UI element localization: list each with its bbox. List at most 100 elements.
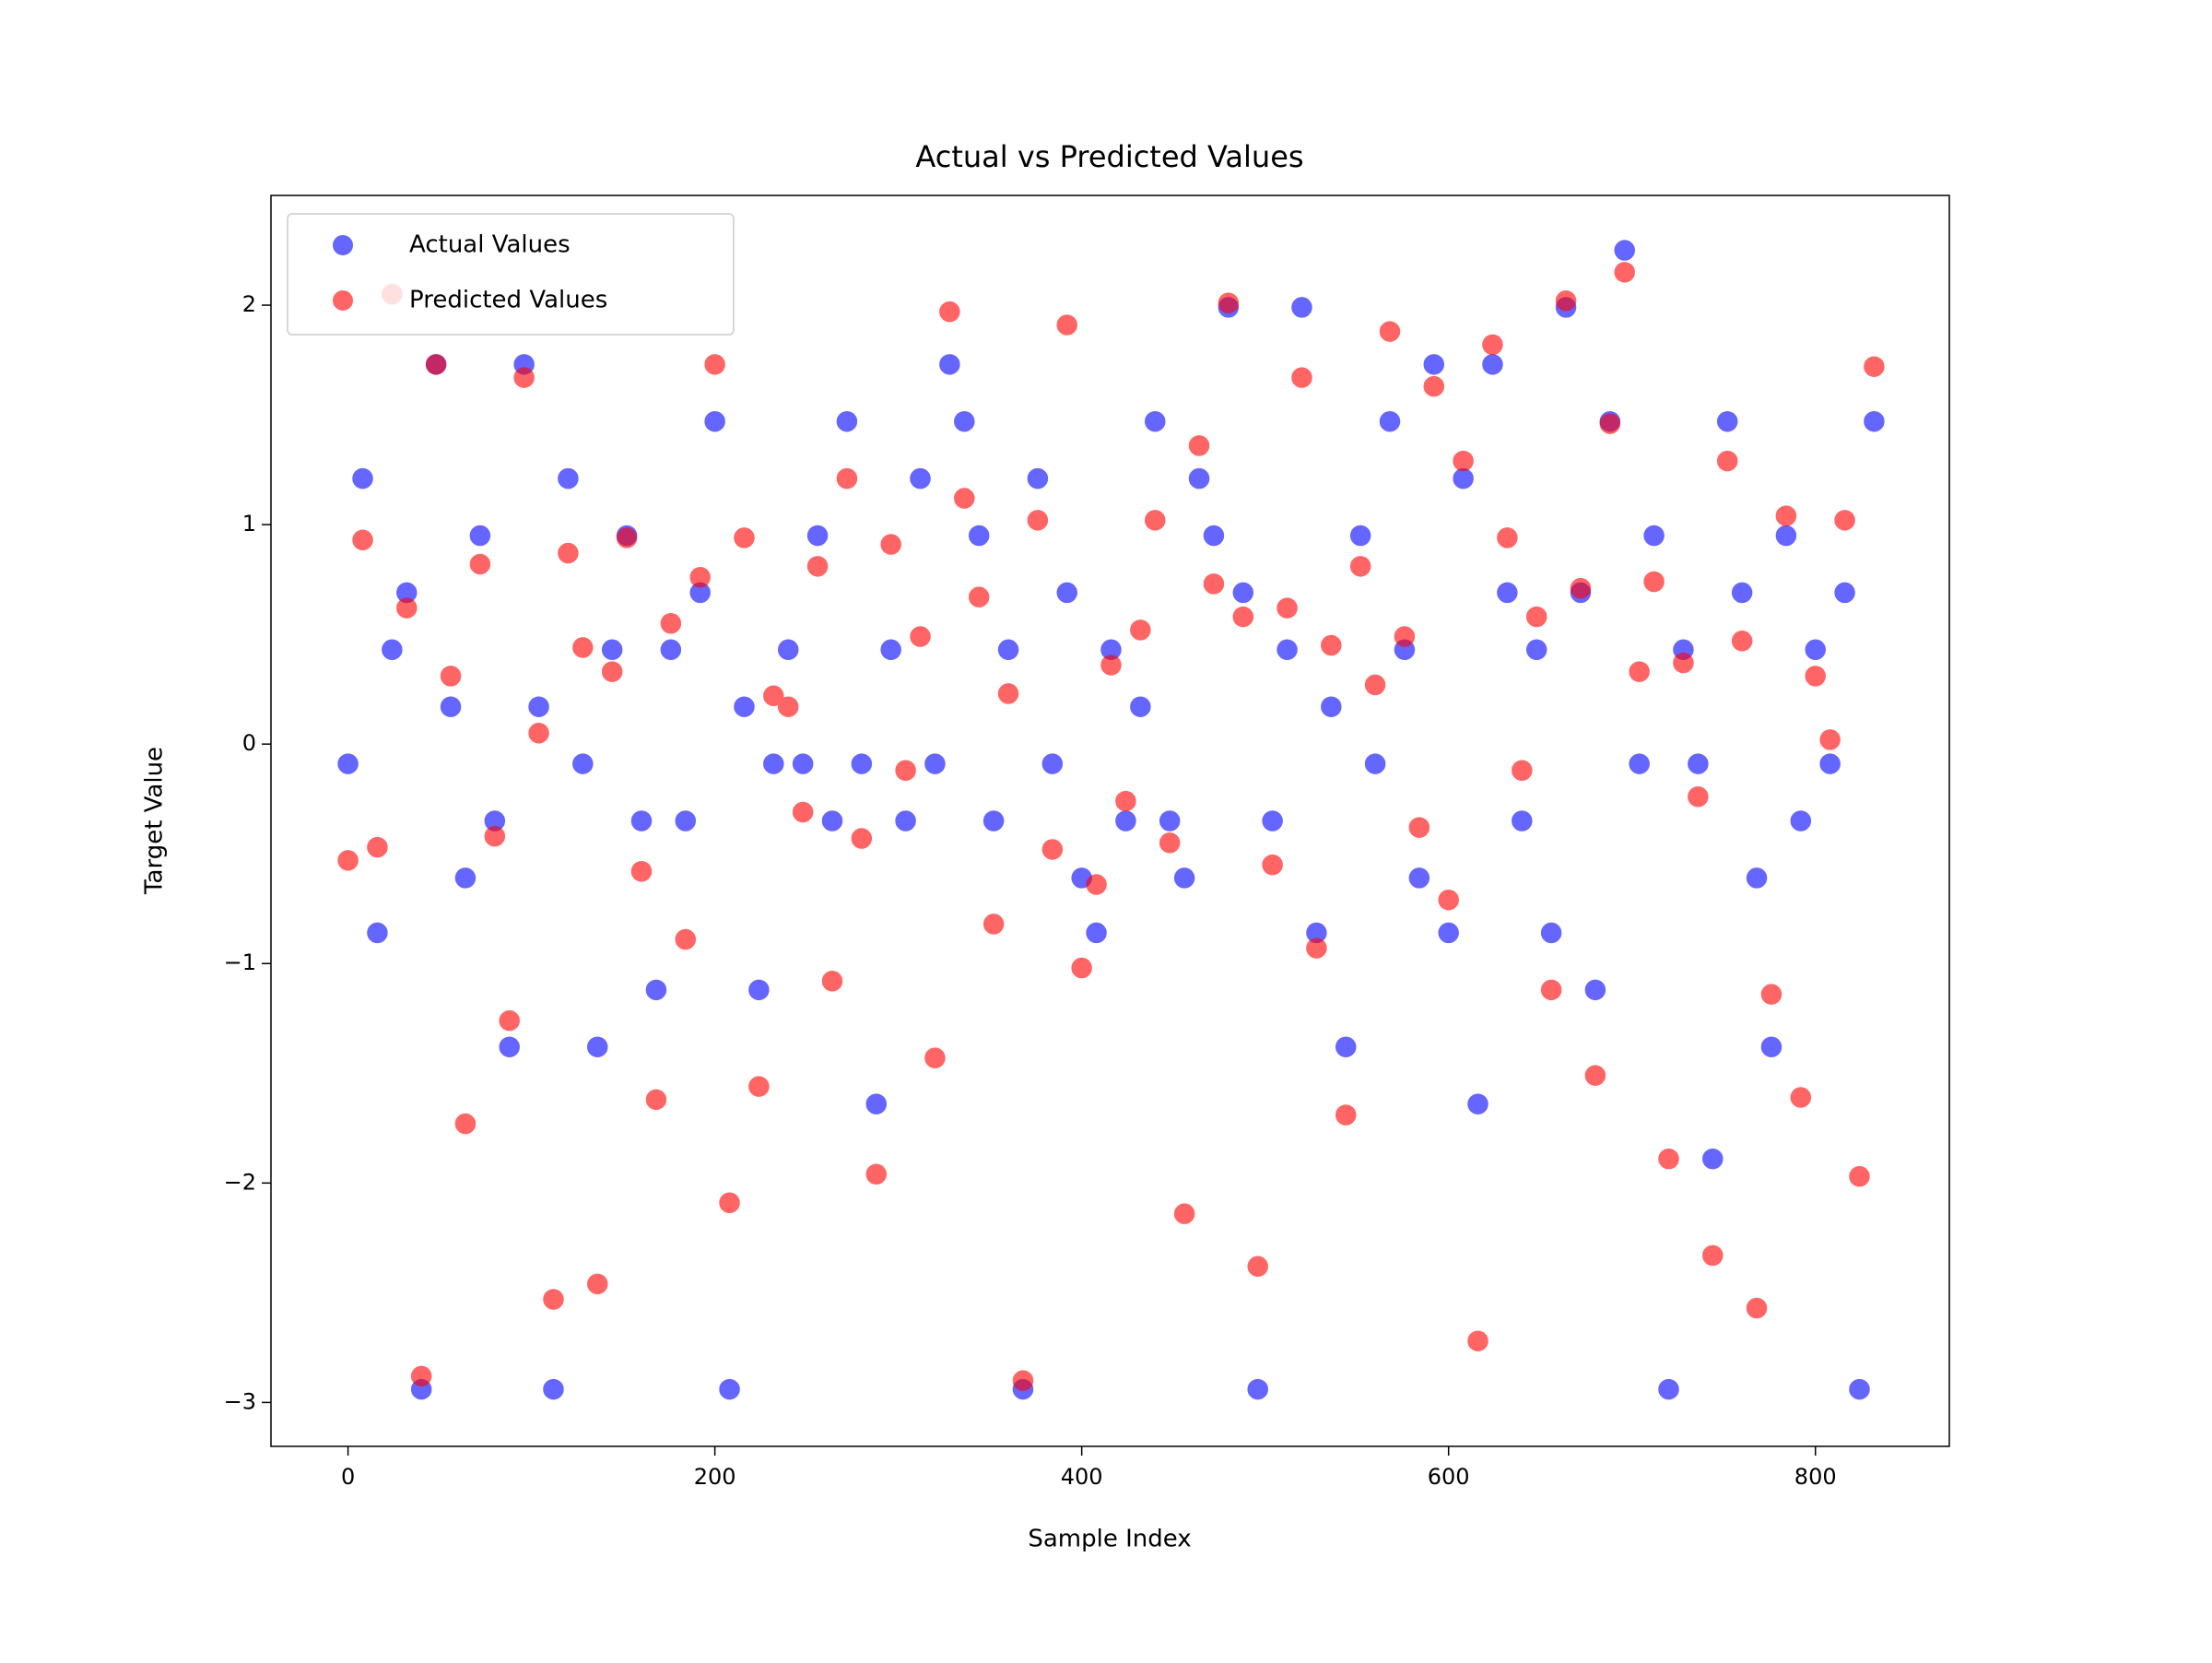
point: [1188, 467, 1210, 489]
y-axis-label: Target Value: [141, 747, 169, 895]
point: [792, 801, 814, 823]
point: [1438, 889, 1459, 911]
point: [982, 810, 1005, 832]
point: [1497, 582, 1518, 604]
point: [806, 525, 829, 547]
point: [939, 354, 960, 375]
point: [469, 553, 491, 575]
point: [1760, 984, 1783, 1005]
point: [1262, 810, 1283, 832]
point: [1819, 729, 1841, 750]
point: [1232, 582, 1254, 604]
point: [1525, 606, 1547, 628]
point: [528, 723, 549, 744]
point: [1335, 1104, 1357, 1126]
point: [1643, 525, 1665, 547]
point: [1218, 292, 1240, 313]
point: [1775, 525, 1797, 547]
point: [734, 696, 755, 717]
point: [352, 529, 373, 551]
point: [396, 597, 418, 619]
point: [1291, 367, 1312, 388]
point: [630, 861, 653, 882]
point: [1702, 1244, 1724, 1267]
point: [1291, 297, 1312, 318]
point: [910, 467, 931, 489]
point: [1540, 979, 1562, 1001]
point: [1834, 582, 1855, 604]
point: [1864, 356, 1885, 377]
point: [1086, 874, 1107, 895]
point: [1349, 556, 1371, 577]
point: [440, 666, 462, 687]
point: [763, 753, 784, 774]
x-tick-label: 400: [1061, 1464, 1103, 1490]
point: [1379, 321, 1401, 342]
point: [1570, 577, 1592, 599]
point: [572, 637, 594, 658]
point: [1159, 810, 1181, 832]
point: [1790, 1087, 1812, 1108]
point: [1027, 467, 1049, 489]
y-tick-label: −2: [224, 1169, 256, 1195]
point: [1027, 510, 1049, 531]
point: [1364, 753, 1386, 774]
series: [337, 240, 1885, 1400]
point: [1716, 450, 1738, 472]
y-tick-label: −3: [224, 1388, 256, 1414]
series: [337, 262, 1885, 1391]
point: [1775, 505, 1797, 526]
point: [1438, 922, 1459, 944]
point: [880, 534, 901, 555]
point: [792, 753, 814, 774]
point: [851, 828, 873, 849]
point: [954, 410, 975, 432]
point: [1262, 854, 1283, 876]
point: [954, 488, 975, 509]
point: [1584, 979, 1606, 1001]
point: [734, 527, 755, 548]
point: [748, 979, 770, 1001]
point: [1512, 810, 1533, 832]
point: [660, 639, 682, 661]
point: [689, 566, 711, 588]
point: [367, 836, 388, 858]
point: [1056, 582, 1077, 604]
point: [1746, 867, 1768, 889]
point: [836, 467, 858, 489]
point: [586, 1273, 608, 1295]
point: [1335, 1036, 1357, 1057]
legend-label: Actual Values: [409, 231, 571, 259]
point: [1364, 674, 1386, 696]
point: [806, 556, 829, 577]
point: [1086, 922, 1107, 944]
point: [1041, 753, 1064, 774]
y-tick-label: 2: [242, 291, 256, 317]
legend-box: [287, 213, 735, 336]
point: [1423, 375, 1445, 397]
point: [469, 525, 491, 547]
point: [1834, 510, 1855, 531]
point: [675, 810, 697, 832]
point: [410, 1365, 432, 1387]
point: [1173, 867, 1195, 889]
point: [924, 1047, 946, 1068]
point: [1115, 790, 1136, 812]
point: [1321, 634, 1342, 656]
x-axis-label: Sample Index: [1028, 1526, 1191, 1553]
point: [1673, 652, 1694, 674]
point: [1159, 832, 1181, 854]
point: [704, 354, 725, 375]
point: [1203, 573, 1225, 595]
point: [1629, 753, 1650, 774]
point: [1482, 354, 1503, 375]
point: [1203, 525, 1225, 547]
point: [1188, 435, 1210, 456]
point: [1629, 661, 1650, 682]
point: [1540, 922, 1562, 944]
point: [1819, 753, 1841, 774]
point: [1614, 262, 1635, 283]
point: [601, 639, 623, 661]
point: [1453, 467, 1474, 489]
point: [968, 586, 990, 607]
